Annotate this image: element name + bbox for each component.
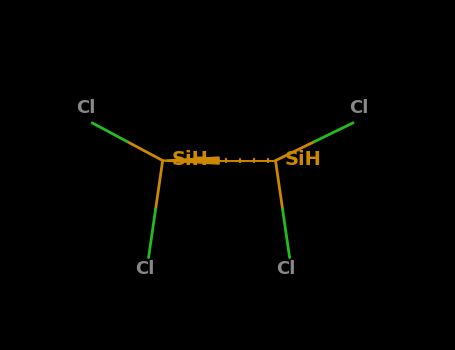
Text: Cl: Cl bbox=[76, 99, 96, 118]
Polygon shape bbox=[163, 157, 219, 164]
Text: SiH: SiH bbox=[284, 150, 321, 169]
Text: Cl: Cl bbox=[276, 260, 296, 278]
Text: SiH: SiH bbox=[172, 150, 208, 169]
Text: Cl: Cl bbox=[135, 260, 155, 278]
Text: Cl: Cl bbox=[349, 99, 369, 118]
